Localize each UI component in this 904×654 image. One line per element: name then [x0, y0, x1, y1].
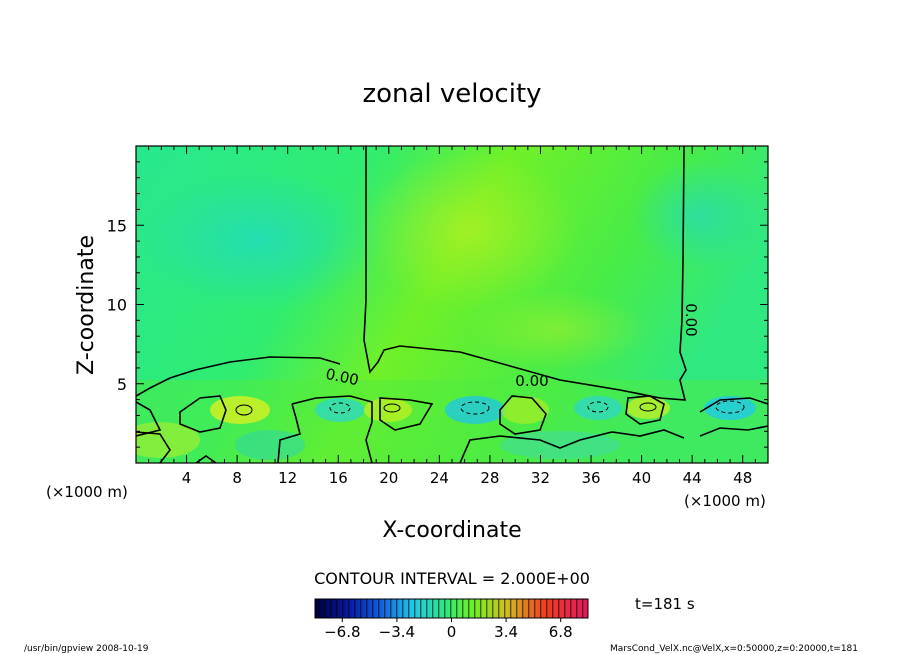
x-axis-label: X-coordinate — [382, 518, 521, 543]
x-tick-label: 48 — [733, 469, 752, 487]
contour-label: 0.00 — [682, 303, 700, 336]
contour-label: 0.00 — [515, 372, 548, 390]
colorbar: −6.8 −3.4 0 3.4 6.8 — [314, 598, 589, 641]
plot-area — [136, 146, 768, 463]
x-axis-units-right: (×1000 m) — [684, 492, 766, 510]
negative-contours — [329, 400, 745, 415]
x-axis-units-left: (×1000 m) — [46, 483, 128, 501]
x-tick-label: 40 — [632, 469, 651, 487]
time-label: t=181 s — [635, 595, 695, 613]
x-tick-label: 8 — [232, 469, 242, 487]
footer-right: MarsCond_VelX.nc@VelX,x=0:50000,z=0:2000… — [610, 644, 858, 654]
chart-title: zonal velocity — [362, 79, 541, 109]
x-tick-label: 12 — [278, 469, 297, 487]
x-tick-label: 28 — [480, 469, 499, 487]
colorbar-tick-label: 3.4 — [494, 623, 518, 641]
x-tick-label: 44 — [683, 469, 702, 487]
footer-left: /usr/bin/gpview 2008-10-19 — [24, 644, 149, 654]
x-tick-label: 16 — [329, 469, 348, 487]
y-axis: 5 10 15 — [107, 145, 768, 464]
x-tick-label: 32 — [531, 469, 550, 487]
y-tick-label: 5 — [117, 375, 127, 394]
x-tick-label: 24 — [430, 469, 449, 487]
x-axis: 4 8 12 16 20 24 28 32 36 40 44 48 — [135, 146, 769, 487]
positive-contours — [235, 402, 657, 416]
x-tick-label: 20 — [379, 469, 398, 487]
colorbar-tick-label: 6.8 — [549, 623, 573, 641]
x-tick-label: 4 — [182, 469, 192, 487]
y-tick-label: 10 — [107, 296, 127, 315]
y-axis-label: Z-coordinate — [74, 235, 99, 375]
x-tick-label: 36 — [581, 469, 600, 487]
zero-contours — [136, 146, 768, 463]
colorbar-tick-label: −3.4 — [379, 623, 415, 641]
contour-interval: CONTOUR INTERVAL = 2.000E+00 — [314, 569, 590, 588]
colorbar-tick-label: 0 — [447, 623, 457, 641]
y-tick-label: 15 — [107, 216, 127, 235]
colorbar-tick-label: −6.8 — [324, 623, 360, 641]
